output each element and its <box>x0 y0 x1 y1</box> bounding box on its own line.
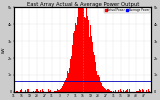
Bar <box>107 89 108 92</box>
Bar <box>97 75 98 92</box>
Bar <box>70 59 71 92</box>
Bar <box>106 90 107 92</box>
Bar <box>90 25 91 92</box>
Bar <box>21 89 22 92</box>
Bar <box>81 8 82 92</box>
Bar <box>82 8 83 92</box>
Bar <box>146 90 147 92</box>
Bar <box>25 90 26 92</box>
Bar <box>42 89 43 92</box>
Bar <box>91 36 92 92</box>
Bar <box>143 90 144 92</box>
Bar <box>137 91 138 92</box>
Bar <box>105 89 106 92</box>
Bar <box>79 8 80 92</box>
Bar <box>113 91 114 92</box>
Bar <box>60 89 61 92</box>
Bar <box>64 82 65 92</box>
Bar <box>63 84 64 92</box>
Bar <box>80 14 81 92</box>
Bar <box>72 45 73 92</box>
Bar <box>69 68 70 92</box>
Bar <box>57 89 58 92</box>
Bar <box>27 89 28 92</box>
Bar <box>93 52 94 92</box>
Bar <box>88 20 89 92</box>
Bar <box>58 90 59 92</box>
Bar <box>36 89 37 92</box>
Bar <box>16 91 17 92</box>
Bar <box>142 89 143 92</box>
Bar <box>55 91 56 92</box>
Bar <box>71 57 72 92</box>
Bar <box>104 88 105 92</box>
Bar <box>49 91 50 92</box>
Bar <box>127 89 128 92</box>
Bar <box>92 42 93 92</box>
Bar <box>126 90 127 92</box>
Bar <box>56 91 57 92</box>
Bar <box>68 73 69 92</box>
Y-axis label: kW: kW <box>2 46 6 53</box>
Bar <box>148 89 149 92</box>
Bar <box>103 87 104 92</box>
Bar <box>83 8 84 92</box>
Bar <box>129 89 130 92</box>
Bar <box>78 8 79 92</box>
Bar <box>62 86 63 92</box>
Bar <box>87 16 88 92</box>
Bar <box>139 89 140 92</box>
Title: East Array Actual & Average Power Output: East Array Actual & Average Power Output <box>27 2 139 7</box>
Bar <box>115 90 116 92</box>
Bar <box>40 90 41 92</box>
Bar <box>85 18 86 92</box>
Bar <box>67 71 68 92</box>
Legend: Actual Power, Average Power: Actual Power, Average Power <box>104 7 150 13</box>
Bar <box>74 31 75 92</box>
Bar <box>84 17 85 92</box>
Bar <box>95 62 96 92</box>
Bar <box>66 78 67 92</box>
Bar <box>138 91 139 92</box>
Bar <box>73 33 74 92</box>
Bar <box>94 55 95 92</box>
Bar <box>149 91 150 92</box>
Bar <box>121 91 122 92</box>
Bar <box>50 90 51 92</box>
Bar <box>86 8 87 92</box>
Bar <box>140 90 141 92</box>
Bar <box>75 23 76 92</box>
Bar <box>20 90 21 92</box>
Bar <box>61 88 62 92</box>
Bar <box>89 37 90 92</box>
Bar <box>28 89 29 92</box>
Bar <box>102 86 103 92</box>
Bar <box>109 90 110 92</box>
Bar <box>98 74 99 92</box>
Bar <box>136 91 137 92</box>
Bar <box>108 89 109 92</box>
Bar <box>101 83 102 92</box>
Bar <box>110 91 111 92</box>
Bar <box>120 89 121 92</box>
Bar <box>77 17 78 92</box>
Bar <box>35 91 36 92</box>
Bar <box>33 91 34 92</box>
Bar <box>59 90 60 92</box>
Bar <box>96 71 97 92</box>
Bar <box>144 90 145 92</box>
Bar <box>118 90 119 92</box>
Bar <box>65 80 66 92</box>
Bar <box>76 25 77 92</box>
Bar <box>43 91 44 92</box>
Bar <box>100 82 101 92</box>
Bar <box>99 77 100 92</box>
Bar <box>125 91 126 92</box>
Bar <box>123 90 124 92</box>
Bar <box>37 89 38 92</box>
Bar <box>38 90 39 92</box>
